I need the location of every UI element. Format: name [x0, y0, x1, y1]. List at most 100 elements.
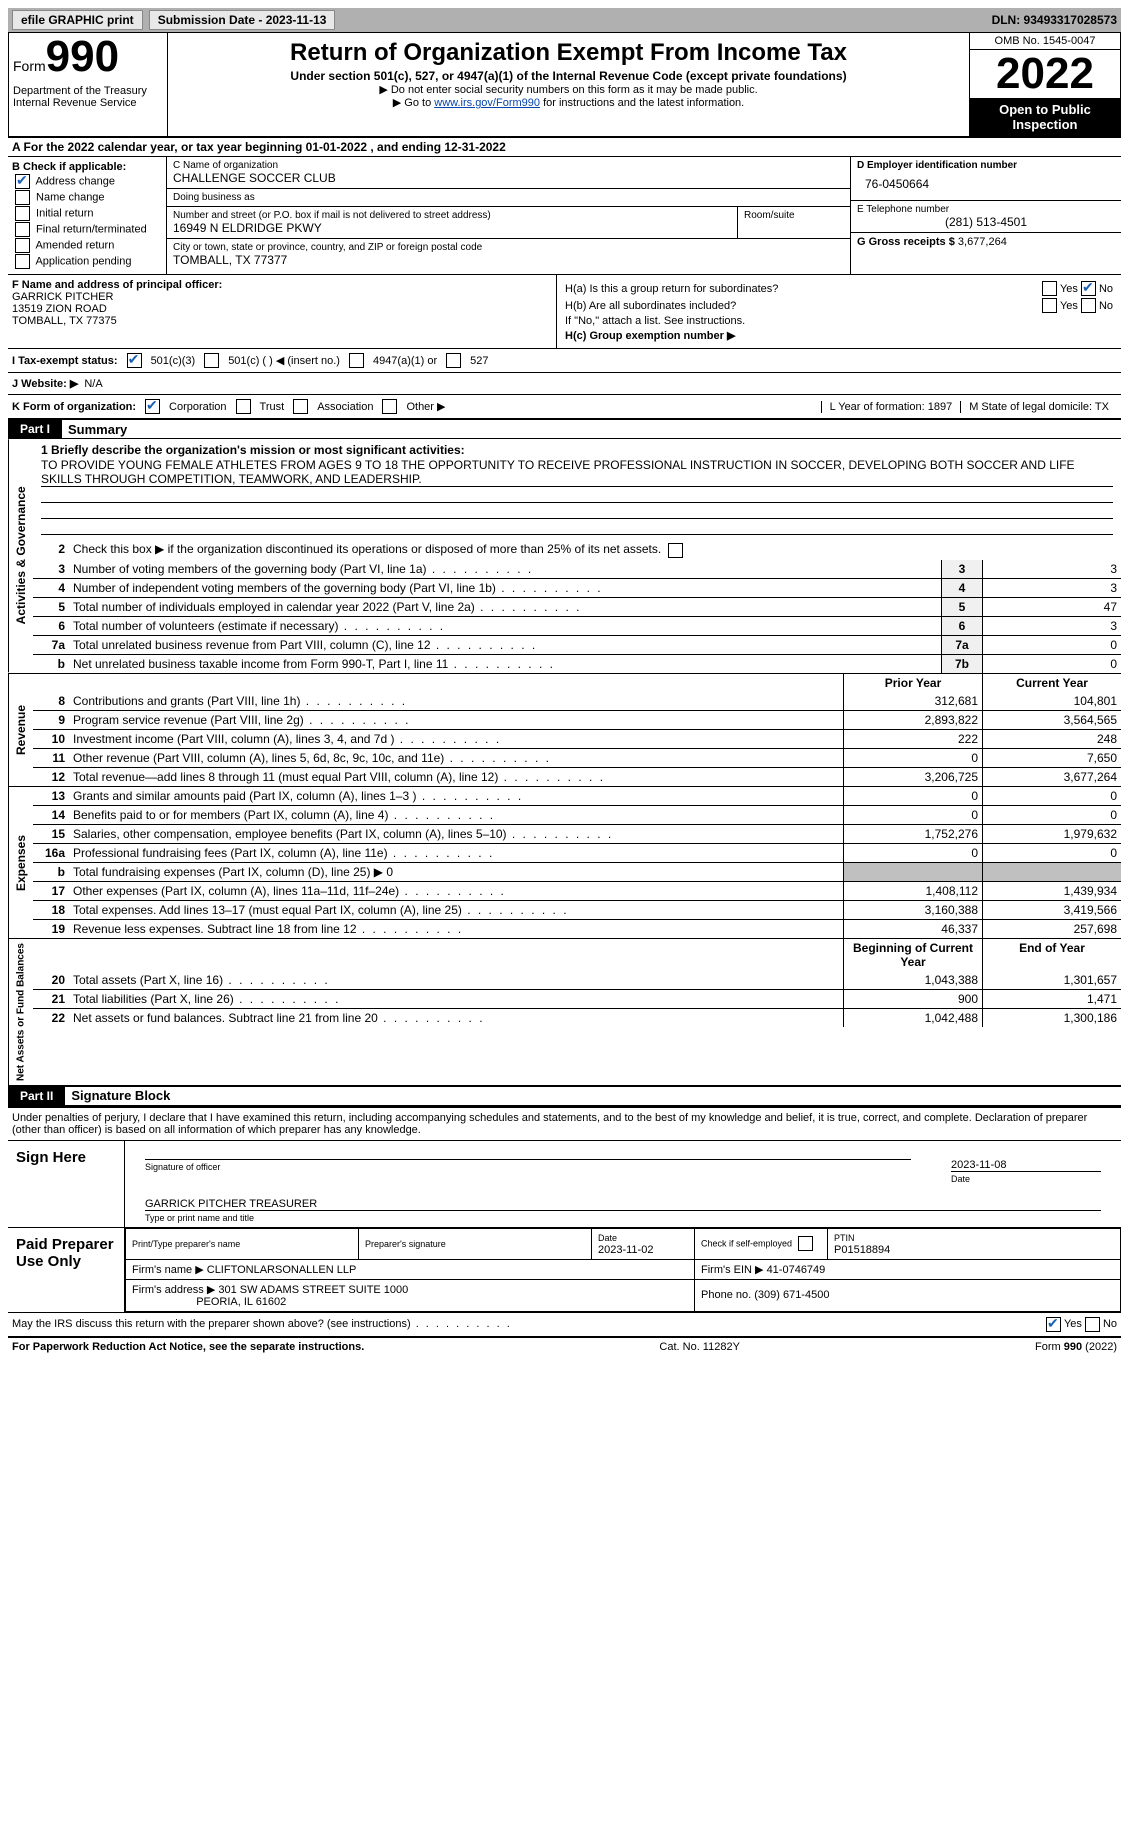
firm-name: CLIFTONLARSONALLEN LLP [207, 1264, 357, 1276]
city-value: TOMBALL, TX 77377 [173, 253, 844, 267]
hb-yes-checkbox[interactable] [1042, 298, 1057, 313]
netassets-section: Net Assets or Fund Balances Beginning of… [8, 939, 1121, 1086]
mission-label: 1 Briefly describe the organization's mi… [41, 443, 465, 457]
netassets-row: 21Total liabilities (Part X, line 26)900… [33, 989, 1121, 1008]
part1-badge: Part I [8, 420, 62, 438]
mission-text: TO PROVIDE YOUNG FEMALE ATHLETES FROM AG… [41, 458, 1113, 487]
gross-receipts-label: G Gross receipts $ [857, 236, 955, 248]
ssn-warning: ▶ Do not enter social security numbers o… [176, 83, 961, 96]
officer-name-title: GARRICK PITCHER TREASURER [145, 1198, 1101, 1211]
boxb-item[interactable]: Address change [12, 174, 162, 189]
ha-no-checkbox[interactable] [1081, 281, 1096, 296]
officer-label: F Name and address of principal officer: [12, 279, 222, 291]
prep-sig-label: Preparer's signature [365, 1239, 446, 1249]
ein-value: 76-0450664 [857, 171, 1115, 197]
governance-side-label: Activities & Governance [8, 439, 33, 672]
revenue-row: 10Investment income (Part VIII, column (… [33, 729, 1121, 748]
expense-row: 16aProfessional fundraising fees (Part I… [33, 843, 1121, 862]
4947-checkbox[interactable] [349, 353, 364, 368]
form-number: 990 [46, 32, 119, 81]
boxb-item[interactable]: Final return/terminated [12, 222, 162, 237]
expense-row: 14Benefits paid to or for members (Part … [33, 805, 1121, 824]
501c-checkbox[interactable] [204, 353, 219, 368]
527-checkbox[interactable] [446, 353, 461, 368]
state-domicile: M State of legal domicile: TX [960, 401, 1117, 413]
expense-row: 18Total expenses. Add lines 13–17 (must … [33, 900, 1121, 919]
form-of-org-row: K Form of organization: Corporation Trus… [8, 395, 1121, 419]
year-formation: L Year of formation: 1897 [821, 401, 961, 413]
assoc-checkbox[interactable] [293, 399, 308, 414]
irs-yes-checkbox[interactable] [1046, 1317, 1061, 1332]
irs-link[interactable]: www.irs.gov/Form990 [434, 97, 540, 109]
phone-value: (281) 513-4501 [857, 215, 1115, 229]
room-label: Room/suite [744, 210, 844, 221]
page-footer: For Paperwork Reduction Act Notice, see … [8, 1337, 1121, 1356]
officer-caption: Type or print name and title [145, 1213, 1101, 1223]
k-label: K Form of organization: [12, 401, 136, 413]
footer-formno: Form 990 (2022) [1035, 1341, 1117, 1353]
hc-label: H(c) Group exemption number ▶ [565, 329, 735, 342]
expense-row: 19Revenue less expenses. Subtract line 1… [33, 919, 1121, 938]
hb-no-checkbox[interactable] [1081, 298, 1096, 313]
prior-year-header: Prior Year [844, 674, 983, 692]
prep-date: 2023-11-02 [598, 1244, 653, 1256]
submission-date: Submission Date - 2023-11-13 [149, 10, 336, 30]
end-year-header: End of Year [983, 939, 1122, 971]
501c3-checkbox[interactable] [127, 353, 142, 368]
self-employed-checkbox[interactable] [798, 1236, 813, 1251]
expense-row: 17Other expenses (Part IX, column (A), l… [33, 881, 1121, 900]
revenue-row: 12Total revenue—add lines 8 through 11 (… [33, 767, 1121, 786]
part1-header-row: Part I Summary [8, 419, 1121, 439]
tax-year: 2022 [970, 50, 1120, 98]
firm-ein: 41-0746749 [767, 1264, 826, 1276]
goto-note: ▶ Go to www.irs.gov/Form990 for instruct… [176, 96, 961, 109]
trust-checkbox[interactable] [236, 399, 251, 414]
gross-receipts-value: 3,677,264 [958, 236, 1007, 248]
other-checkbox[interactable] [382, 399, 397, 414]
firm-phone: (309) 671-4500 [754, 1289, 829, 1301]
boxb-item[interactable]: Amended return [12, 238, 162, 253]
tax-status-row: I Tax-exempt status: 501(c)(3) 501(c) ( … [8, 349, 1121, 373]
box-b-label: B Check if applicable: [12, 161, 126, 173]
hb-note: If "No," attach a list. See instructions… [565, 315, 1113, 327]
firm-addr-label: Firm's address ▶ [132, 1284, 215, 1296]
boxb-item[interactable]: Name change [12, 190, 162, 205]
street-label: Number and street (or P.O. box if mail i… [173, 210, 731, 221]
officer-addr2: TOMBALL, TX 77375 [12, 315, 117, 327]
sig-officer-caption: Signature of officer [145, 1162, 911, 1172]
governance-row: 4Number of independent voting members of… [33, 578, 1121, 597]
signature-block: Under penalties of perjury, I declare th… [8, 1106, 1121, 1337]
corp-checkbox[interactable] [145, 399, 160, 414]
boxb-item[interactable]: Initial return [12, 206, 162, 221]
efile-print-button[interactable]: efile GRAPHIC print [12, 10, 143, 30]
irs-discuss-label: May the IRS discuss this return with the… [12, 1318, 512, 1330]
website-value: N/A [84, 378, 102, 390]
ptin-label: PTIN [834, 1233, 855, 1243]
governance-section: Activities & Governance 1 Briefly descri… [8, 439, 1121, 673]
form-header: Form990 Department of the Treasury Inter… [8, 32, 1121, 137]
line2-text: Check this box ▶ if the organization dis… [73, 542, 661, 556]
self-employed-label: Check if self-employed [701, 1239, 792, 1249]
expenses-side-label: Expenses [8, 787, 33, 938]
sig-date-caption: Date [951, 1174, 1101, 1184]
line2-checkbox[interactable] [668, 543, 683, 558]
part2-header-row: Part II Signature Block [8, 1086, 1121, 1106]
website-row: J Website: ▶ N/A [8, 373, 1121, 395]
ein-label: D Employer identification number [857, 160, 1017, 171]
firm-phone-label: Phone no. [701, 1289, 751, 1301]
firm-addr1: 301 SW ADAMS STREET SUITE 1000 [218, 1284, 408, 1296]
dba-label: Doing business as [173, 192, 844, 203]
org-name-label: C Name of organization [173, 160, 844, 171]
street-value: 16949 N ELDRIDGE PKWY [173, 221, 731, 235]
boxb-item[interactable]: Application pending [12, 254, 162, 269]
irs-no-checkbox[interactable] [1085, 1317, 1100, 1332]
sign-here-label: Sign Here [8, 1141, 125, 1227]
tax-status-label: I Tax-exempt status: [12, 355, 118, 367]
form-label: Form [13, 58, 46, 74]
ha-yes-checkbox[interactable] [1042, 281, 1057, 296]
netassets-row: 22Net assets or fund balances. Subtract … [33, 1008, 1121, 1027]
expenses-section: Expenses 13Grants and similar amounts pa… [8, 787, 1121, 939]
footer-paperwork: For Paperwork Reduction Act Notice, see … [12, 1341, 364, 1353]
part1-title: Summary [62, 422, 127, 437]
footer-catno: Cat. No. 11282Y [659, 1341, 740, 1353]
